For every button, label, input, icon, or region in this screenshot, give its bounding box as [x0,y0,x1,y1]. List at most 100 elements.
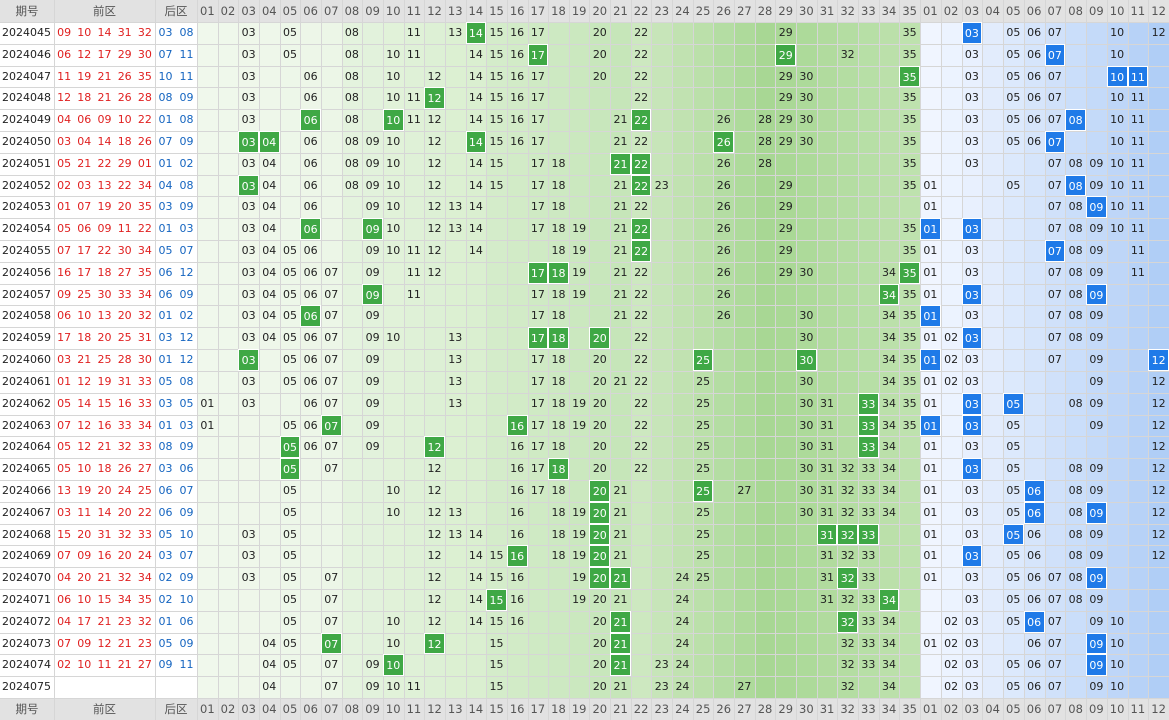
row-line [0,479,1169,481]
trend-cell: 11 [406,244,421,258]
trend-cell: 22 [634,462,649,476]
front-draw: 14 [97,505,112,519]
column-bg [878,22,900,698]
trend-cell: 12 [427,200,442,214]
col-line [382,0,384,720]
trend-cell: 21 [613,374,628,388]
trend-cell: 05 [1006,592,1021,606]
trend-cell: 16 [510,440,525,454]
trend-cell: 16 [510,505,525,519]
front-draw: 09 [97,222,112,236]
trend-cell: 29 [778,69,793,83]
header-cell: 31 [816,698,838,720]
col-line [362,0,364,720]
front-draw: 14 [97,26,112,39]
column-bg [548,22,569,698]
hit-cell: 18 [548,261,569,284]
hit-cell: 33 [858,414,879,437]
hit-cell: 20 [589,501,611,524]
trend-cell: 19 [572,265,587,279]
back-draw: 01 [158,418,173,432]
trend-cell: 05 [1006,69,1021,83]
trend-cell: 12 [1151,396,1166,410]
hit-cell: 09 [1086,632,1107,655]
col-line [403,0,405,720]
hit-cell: 31 [816,523,838,546]
header-cell: 17 [527,698,549,720]
trend-cell: 02 [944,374,959,388]
trend-cell: 11 [1130,113,1145,127]
header-cell: 33 [858,698,879,720]
front-draw: 13 [57,483,72,497]
col-line [1086,0,1087,720]
hit-cell: 06 [300,218,321,241]
trend-cell: 07 [1047,353,1062,367]
front-draw: 09 [57,26,72,39]
header-cell: 10 [382,0,404,22]
hit-cell: 09 [1086,501,1107,524]
trend-cell: 10 [386,156,401,170]
trend-cell: 09 [1089,614,1104,628]
trend-cell: 09 [365,265,380,279]
trend-cell: 21 [613,592,628,606]
trend-cell: 18 [551,178,566,192]
front-draw: 35 [137,69,152,83]
header-cell: 01 [197,0,218,22]
hit-cell: 33 [858,523,879,546]
header-cell: 01 [920,698,941,720]
column-bg [506,22,528,698]
trend-cell: 26 [716,287,731,301]
header-cell: 07 [320,0,342,22]
column-bg [1106,22,1128,698]
header-cell: 07 [1044,0,1066,22]
trend-cell: 09 [365,418,380,432]
trend-cell: 05 [1006,549,1021,563]
front-draw: 26 [117,69,132,83]
trend-cell: 25 [696,462,711,476]
trend-cell: 10 [386,331,401,345]
trend-cell: 14 [468,47,483,61]
trend-cell: 06 [1027,636,1042,650]
hit-cell: 09 [1086,567,1107,589]
trend-cell: 01 [923,178,938,192]
header-cell: 06 [300,698,321,720]
row-line [0,567,1169,569]
column-bg [362,22,383,698]
trend-cell: 11 [406,113,421,127]
header-cell: 04 [258,0,280,22]
period: 2024053 [2,200,51,214]
trend-cell: 18 [551,505,566,519]
trend-cell: 05 [1006,91,1021,105]
column-bg [610,22,631,698]
front-draw: 18 [77,331,92,345]
front-draw: 07 [77,200,92,214]
trend-cell: 22 [634,287,649,301]
front-draw: 31 [117,374,132,388]
trend-cell: 35 [902,244,917,258]
front-draw: 07 [57,418,72,432]
trend-cell: 04 [262,178,277,192]
back-draw: 10 [158,69,173,83]
trend-cell: 11 [1130,200,1145,214]
trend-cell: 03 [964,244,979,258]
hit-cell: 17 [527,43,549,66]
trend-cell: 12 [1151,549,1166,563]
hit-cell: 15 [486,588,507,611]
trend-cell: 32 [840,592,855,606]
trend-cell: 22 [634,26,649,39]
column-bg [754,22,776,698]
header-cell: 29 [775,698,797,720]
front-draw: 30 [117,244,132,258]
row-line [0,152,1169,154]
trend-cell: 10 [386,505,401,519]
trend-cell: 03 [241,91,256,105]
trend-cell: 05 [282,592,297,606]
trend-cell: 05 [1006,571,1021,585]
trend-cell: 34 [882,265,896,279]
trend-cell: 16 [510,113,525,127]
trend-cell: 09 [1089,374,1104,388]
trend-cell: 29 [778,200,793,214]
hit-cell: 01 [920,414,941,437]
trend-cell: 08 [344,47,359,61]
trend-cell: 24 [675,658,690,672]
